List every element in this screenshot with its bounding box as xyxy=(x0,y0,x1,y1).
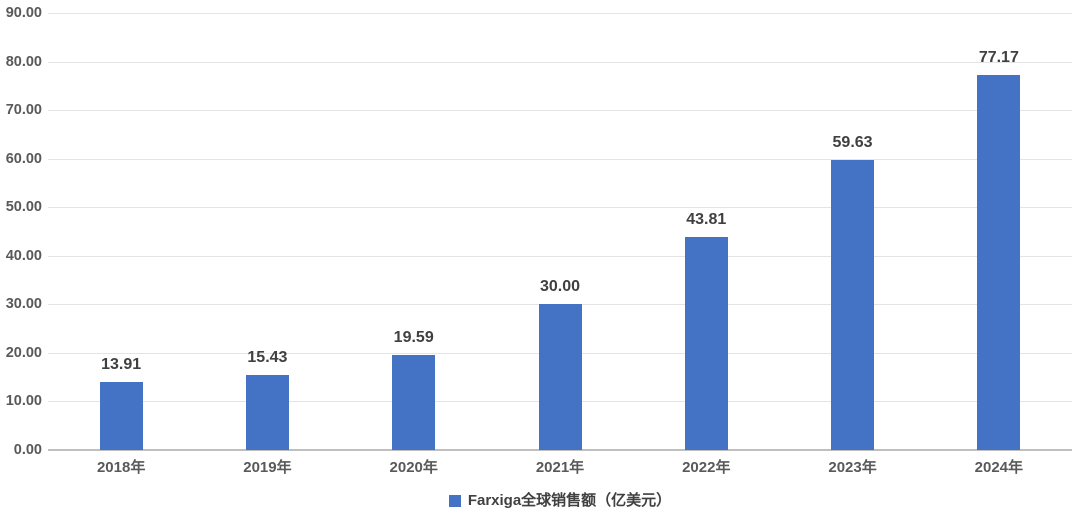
x-tick-label: 2021年 xyxy=(535,459,585,476)
data-label: 30.00 xyxy=(539,278,581,296)
data-label: 13.91 xyxy=(101,356,142,374)
y-tick-label: 80.00 xyxy=(5,53,42,70)
y-tick-label: 60.00 xyxy=(5,150,42,167)
y-tick-label: 40.00 xyxy=(5,247,42,264)
bar-2022年 xyxy=(684,237,728,450)
bar-2024年 xyxy=(977,75,1021,450)
bar-2018年 xyxy=(99,382,143,450)
y-tick-label: 50.00 xyxy=(5,199,42,216)
bar-2023年 xyxy=(831,160,875,450)
y-tick-label: 20.00 xyxy=(5,344,42,361)
y-tick-label: 30.00 xyxy=(5,296,42,313)
y-tick-label: 90.00 xyxy=(5,5,42,21)
bar-2021年 xyxy=(538,304,582,450)
data-label: 43.81 xyxy=(686,211,727,229)
y-tick-label: 10.00 xyxy=(5,393,42,410)
data-label: 19.59 xyxy=(393,328,434,346)
gridline xyxy=(48,207,1072,209)
legend-swatch-icon xyxy=(448,495,461,507)
bar-2020年 xyxy=(392,354,436,450)
y-tick-label: 0.00 xyxy=(13,442,42,458)
gridline xyxy=(48,61,1072,63)
x-tick-label: 2019年 xyxy=(243,459,292,476)
chart-legend: Farxiga全球销售额（亿美元） xyxy=(48,492,1072,510)
y-tick-label: 70.00 xyxy=(5,102,42,119)
gridline xyxy=(48,13,1072,14)
data-label: 77.17 xyxy=(978,49,1019,67)
x-tick-label: 2018年 xyxy=(96,459,146,476)
gridline xyxy=(48,255,1072,257)
gridline xyxy=(48,110,1072,112)
bar-2019年 xyxy=(245,375,289,450)
x-tick-label: 2023年 xyxy=(828,459,877,476)
legend-label: Farxiga全球销售额（亿美元） xyxy=(467,492,672,509)
gridline xyxy=(48,158,1072,160)
data-label: 59.63 xyxy=(832,134,873,152)
x-tick-label: 2022年 xyxy=(682,459,731,476)
x-tick-label: 2024年 xyxy=(974,459,1024,476)
data-label: 15.43 xyxy=(247,349,288,367)
x-axis-line xyxy=(48,449,1072,451)
x-tick-label: 2020年 xyxy=(389,459,438,476)
